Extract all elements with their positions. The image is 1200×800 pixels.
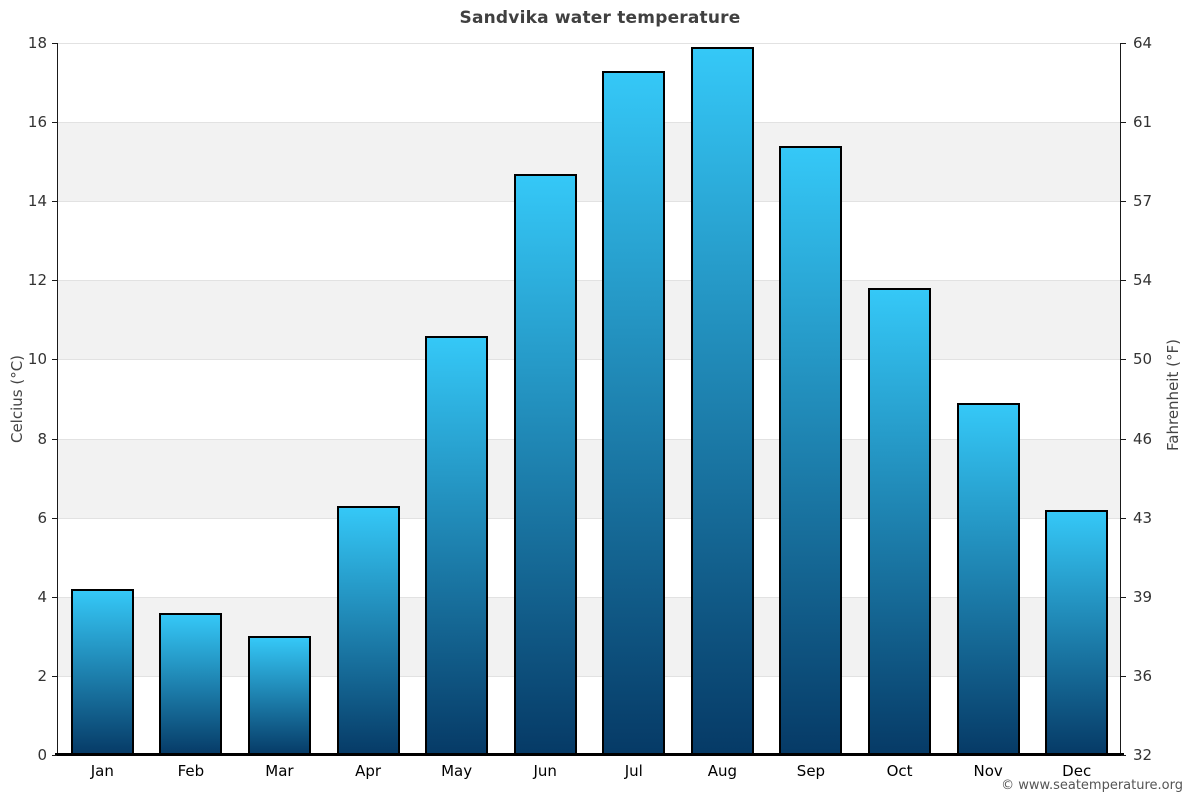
x-tick-label: Sep — [796, 762, 826, 780]
bar-may[interactable] — [425, 335, 489, 755]
tick-mark — [1121, 438, 1126, 440]
tick-mark — [1121, 596, 1126, 598]
y-tick-label-right: 50 — [1133, 350, 1153, 369]
y-tick-label-right: 54 — [1133, 271, 1153, 290]
y-tick-label-right: 57 — [1133, 192, 1153, 211]
plot-area — [58, 43, 1121, 755]
y-tick-label-left: 12 — [27, 271, 47, 290]
tick-mark — [1121, 122, 1126, 124]
tick-mark — [52, 596, 57, 598]
tick-mark — [52, 517, 57, 519]
tick-mark — [1121, 43, 1126, 44]
bar-dec[interactable] — [1045, 509, 1109, 755]
y-tick-label-left: 18 — [27, 34, 47, 52]
tick-mark — [1121, 280, 1126, 282]
y-tick-label-right: 61 — [1133, 113, 1153, 132]
x-tick-label: Dec — [1062, 762, 1092, 780]
gridline — [58, 280, 1121, 282]
y-tick-label-right: 36 — [1133, 666, 1153, 685]
bar-apr[interactable] — [336, 505, 400, 755]
copyright-credit[interactable]: © www.seatemperature.org — [1001, 778, 1183, 793]
gridline — [58, 517, 1121, 519]
x-tick-label: Apr — [355, 762, 382, 780]
x-tick-label: Aug — [707, 762, 738, 780]
x-axis-line — [55, 753, 1124, 756]
x-tick-label: Feb — [177, 762, 205, 780]
gridline — [58, 438, 1121, 440]
plot-band — [58, 596, 1121, 676]
gridline — [58, 359, 1121, 361]
gridline — [58, 43, 1121, 44]
tick-mark — [52, 201, 57, 203]
y-tick-label-left: 14 — [27, 192, 47, 211]
gridline — [58, 675, 1121, 677]
bar-jan[interactable] — [70, 588, 134, 755]
tick-mark — [52, 438, 57, 440]
y-tick-label-right: 64 — [1133, 34, 1153, 52]
bar-oct[interactable] — [868, 288, 932, 755]
gridline — [58, 201, 1121, 203]
bar-mar[interactable] — [247, 636, 311, 755]
y-tick-label-left: 8 — [37, 429, 47, 448]
x-tick-label: Jan — [90, 762, 114, 780]
plot-band — [58, 280, 1121, 360]
bar-nov[interactable] — [956, 402, 1020, 755]
y-tick-label-left: 16 — [27, 113, 47, 132]
x-tick-label: Oct — [886, 762, 913, 780]
bar-feb[interactable] — [159, 612, 223, 755]
x-tick-label: May — [441, 762, 473, 780]
tick-mark — [52, 359, 57, 361]
chart-title: Sandvika water temperature — [459, 8, 741, 28]
y-tick-label-right: 32 — [1133, 746, 1153, 764]
bar-aug[interactable] — [690, 46, 754, 755]
y-axis-line-right — [1120, 43, 1121, 755]
gridline — [58, 596, 1121, 598]
tick-mark — [52, 122, 57, 124]
x-tick-label: Jun — [533, 762, 557, 780]
y-tick-label-left: 4 — [37, 587, 47, 606]
tick-mark — [1121, 201, 1126, 203]
bar-sep[interactable] — [779, 145, 843, 755]
tick-mark — [52, 675, 57, 677]
bar-jul[interactable] — [602, 70, 666, 755]
x-tick-label: Jul — [624, 762, 643, 780]
tick-mark — [52, 280, 57, 282]
bar-jun[interactable] — [513, 173, 577, 755]
tick-mark — [52, 755, 57, 756]
y-tick-label-right: 46 — [1133, 429, 1153, 448]
plot-band — [58, 122, 1121, 202]
tick-mark — [1121, 755, 1126, 756]
y-tick-label-left: 0 — [37, 746, 47, 764]
x-tick-label: Mar — [265, 762, 294, 780]
y-tick-label-right: 43 — [1133, 508, 1153, 527]
tick-mark — [52, 43, 57, 44]
tick-mark — [1121, 359, 1126, 361]
x-tick-label: Nov — [973, 762, 1003, 780]
y-tick-label-right: 39 — [1133, 587, 1153, 606]
y-tick-label-left: 6 — [37, 508, 47, 527]
y-axis-line-left — [57, 43, 58, 755]
y-tick-label-left: 10 — [27, 350, 47, 369]
tick-mark — [1121, 675, 1126, 677]
plot-band — [58, 438, 1121, 518]
y-tick-label-left: 2 — [37, 666, 47, 685]
tick-mark — [1121, 517, 1126, 519]
gridline — [58, 122, 1121, 124]
